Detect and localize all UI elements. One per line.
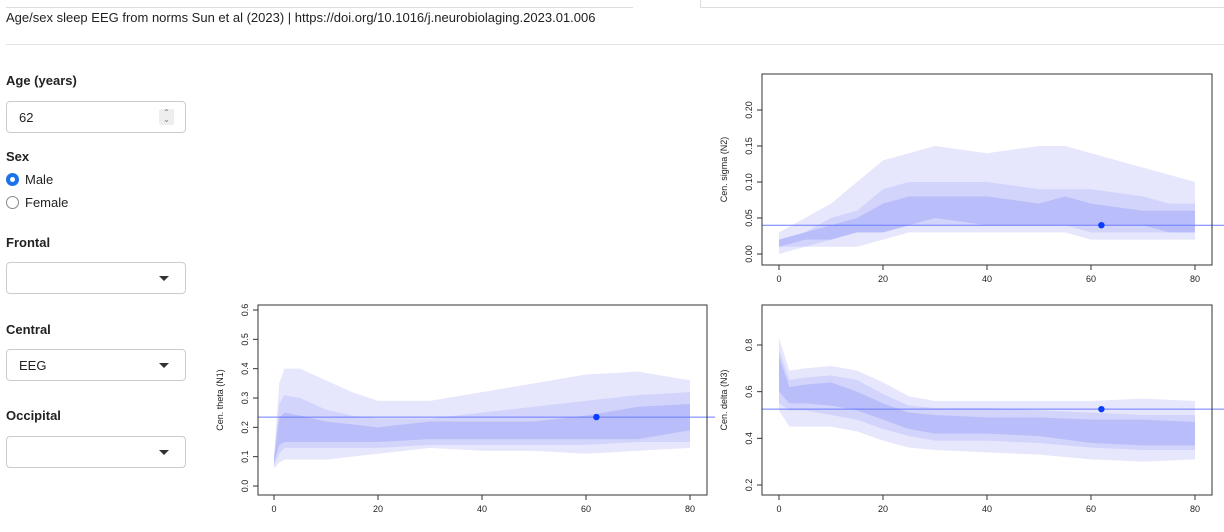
central-label: Central: [6, 322, 51, 337]
sex-label: Sex: [6, 149, 30, 164]
divider: [6, 44, 1224, 45]
y-tick-label: 0.6: [240, 304, 250, 317]
x-tick-label: 40: [982, 504, 992, 514]
y-tick-label: 0.15: [744, 137, 754, 155]
page-title: Age/sex sleep EEG from norms Sun et al (…: [6, 10, 596, 25]
y-tick-label: 0.5: [240, 333, 250, 346]
x-tick-label: 60: [581, 504, 591, 514]
x-tick-label: 0: [776, 504, 781, 514]
sex-radio-male[interactable]: Male: [6, 172, 53, 187]
x-tick-label: 60: [1086, 504, 1096, 514]
y-tick-label: 0.10: [744, 173, 754, 191]
radio-label: Female: [25, 195, 69, 210]
delta-chart: 0 20 40 60 80 0.2 0.4 0.6 0.8 Cen. delta (N3): [719, 304, 1224, 514]
x-tick-label: 40: [477, 504, 487, 514]
y-tick-label: 0.0: [240, 480, 250, 493]
x-tick-label: 80: [1190, 504, 1200, 514]
band-inner: [779, 196, 1195, 247]
caret-down-icon: [159, 450, 169, 455]
y-tick-label: 0.2: [240, 421, 250, 434]
x-tick-label: 60: [1086, 274, 1096, 284]
data-point: [1098, 405, 1105, 413]
band-inner: [274, 403, 690, 463]
caret-down-icon: [159, 276, 169, 281]
x-tick-label: 80: [685, 504, 695, 514]
sex-radio-female[interactable]: Female: [6, 195, 68, 210]
age-input[interactable]: 62 ⌃ ⌄: [6, 101, 186, 133]
x-tick-label: 80: [1190, 274, 1200, 284]
stepper-icon[interactable]: ⌃ ⌄: [159, 109, 174, 125]
radio-unchecked-icon[interactable]: [6, 196, 19, 209]
x-tick-label: 0: [776, 274, 781, 284]
y-tick-label: 0.6: [744, 385, 754, 398]
y-tick-label: 0.8: [744, 339, 754, 352]
y-tick-label: 0.2: [744, 479, 754, 492]
age-value: 62: [19, 110, 34, 125]
band-inner: [779, 356, 1195, 446]
tab-strip-left: [6, 0, 633, 8]
frontal-select[interactable]: [6, 262, 186, 294]
y-tick-label: 0.1: [240, 450, 250, 463]
x-tick-label: 40: [982, 274, 992, 284]
data-point: [593, 413, 600, 421]
theta-chart: 0 20 40 60 80 0.0 0.1 0.2 0.3 0.4 0.5 0.6 Cen. theta…: [215, 304, 715, 514]
radio-checked-icon[interactable]: [6, 173, 19, 186]
y-axis-label: Cen. delta (N3): [719, 369, 729, 430]
y-tick-label: 0.20: [744, 101, 754, 119]
central-value: EEG: [19, 358, 47, 373]
x-tick-label: 0: [271, 504, 276, 514]
x-tick-label: 20: [373, 504, 383, 514]
caret-down-icon: [159, 363, 169, 368]
y-tick-label: 0.4: [240, 362, 250, 375]
age-label: Age (years): [6, 73, 77, 88]
occipital-label: Occipital: [6, 408, 61, 423]
central-select[interactable]: EEG: [6, 349, 186, 381]
occipital-select[interactable]: [6, 436, 186, 468]
frontal-label: Frontal: [6, 235, 51, 250]
x-tick-label: 20: [878, 274, 888, 284]
data-point: [1098, 222, 1105, 229]
y-tick-label: 0.3: [240, 392, 250, 405]
radio-label: Male: [25, 172, 54, 187]
y-axis-label: Cen. theta (N1): [215, 369, 225, 431]
tab-strip-right: [700, 0, 1224, 8]
y-tick-label: 0.4: [744, 432, 754, 445]
y-axis-label: Cen. sigma (N2): [719, 137, 729, 203]
y-tick-label: 0.05: [744, 209, 754, 227]
sigma-chart: 0 20 40 60 80 0.00 0.05 0.10 0.15 0.20 Cen. sigma …: [719, 73, 1224, 284]
y-tick-label: 0.00: [744, 245, 754, 263]
x-tick-label: 20: [878, 504, 888, 514]
